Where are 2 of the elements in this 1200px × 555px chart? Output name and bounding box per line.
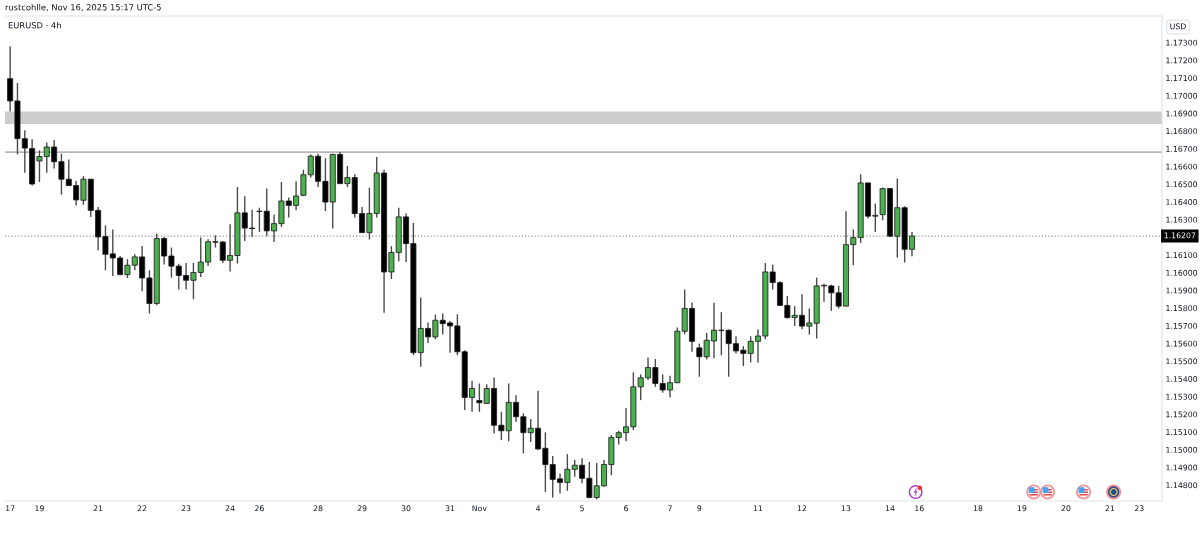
text: EURUSD · 4h <box>8 21 61 29</box>
text: rustcohlle, Nov 16, 2025 15:17 UTC-5 <box>5 3 161 12</box>
